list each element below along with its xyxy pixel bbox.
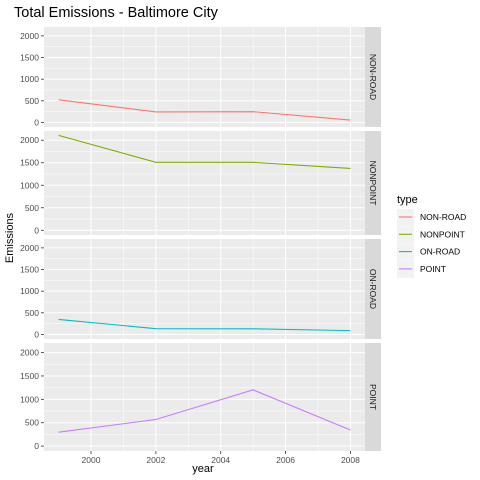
legend-label: ON-ROAD [420,247,460,257]
series-line-non-road [58,99,351,121]
facet-strip-label-point: POINT [368,384,378,410]
legend-label: NON-ROAD [420,212,466,222]
facet-panel-on-road: 0 500 1000 1500 2000 ON-ROAD [20,239,381,339]
x-tick-label: 2006 [276,455,295,465]
y-tick-label: 500 [25,418,39,428]
panel-background [44,131,365,235]
y-tick-label: 500 [25,308,39,318]
y-tick-label: 0 [34,225,39,235]
x-tick-label: 2002 [146,455,165,465]
y-tick-label: 1000 [20,74,39,84]
legend-item-non-road: NON-ROAD [397,209,466,226]
y-tick-label: 2000 [20,135,39,145]
y-tick-label: 0 [34,329,39,339]
series-line-nonpoint [58,134,351,169]
legend-label: POINT [420,264,446,274]
facet-strip-label-on-road: ON-ROAD [368,269,378,309]
facet-panel-point: 0 500 1000 1500 2000 POINT [20,343,381,451]
y-tick-label: 2000 [20,31,39,41]
facet-panels: 0 500 1000 1500 2000 NON-ROAD 0 500 1000 1500 2000… [20,27,381,451]
facet-strip [365,131,381,235]
y-tick-label: 2000 [20,243,39,253]
facet-strip [365,343,381,451]
x-tick-label: 2000 [82,455,101,465]
legend: type NON-ROAD NONPOINT ON-ROAD POINT [397,194,466,278]
x-axis: 2000 2002 2004 2006 2008 [82,451,360,465]
facet-strip [365,239,381,339]
y-tick-label: 2000 [20,348,39,358]
series-line-point [58,389,351,433]
legend-title: type [397,194,418,206]
y-tick-label: 1000 [20,286,39,296]
y-axis-title: Emissions [4,212,16,263]
legend-item-on-road: ON-ROAD [397,243,460,261]
series-line-on-road [58,318,351,332]
y-tick-label: 1500 [20,158,39,168]
y-tick-label: 1500 [20,371,39,381]
chart-title: Total Emissions - Baltimore City [14,5,219,21]
y-tick-label: 500 [25,96,39,106]
y-tick-label: 500 [25,203,39,213]
y-tick-label: 1000 [20,394,39,404]
x-tick-label: 2004 [211,455,230,465]
y-tick-label: 1500 [20,53,39,63]
y-tick-label: 1500 [20,265,39,275]
y-tick-label: 1000 [20,180,39,190]
panel-background [44,27,365,127]
panel-background [44,343,365,451]
x-axis-title: year [192,463,214,475]
y-tick-label: 0 [34,117,39,127]
x-tick-label: 2008 [341,455,360,465]
facet-panel-nonpoint: 0 500 1000 1500 2000 NONPOINT [20,131,381,235]
facet-strip-label-nonpoint: NONPOINT [368,161,378,206]
facet-strip-label-non-road: NON-ROAD [368,54,378,100]
facet-panel-non-road: 0 500 1000 1500 2000 NON-ROAD [20,27,381,127]
legend-item-point: POINT [397,260,446,278]
panel-background [44,239,365,339]
legend-item-nonpoint: NONPOINT [397,226,465,244]
facet-strip [365,27,381,127]
legend-label: NONPOINT [420,229,465,239]
y-tick-label: 0 [34,441,39,451]
